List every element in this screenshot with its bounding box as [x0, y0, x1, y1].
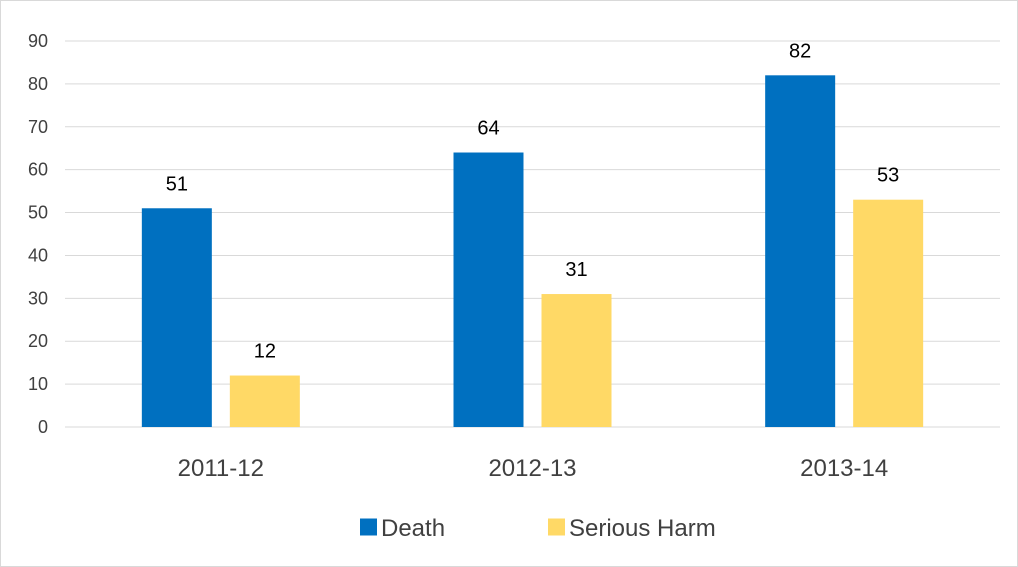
legend-swatch [360, 518, 377, 536]
legend-label: Death [381, 515, 445, 542]
y-tick-label: 0 [38, 417, 48, 437]
y-tick-label: 70 [28, 117, 48, 137]
bar-death-2013-14 [765, 75, 836, 428]
y-tick-label: 60 [28, 160, 48, 180]
bar-serious-harm-2011-12 [229, 375, 300, 427]
bars [141, 75, 924, 428]
bar-serious-harm-2012-13 [541, 294, 612, 427]
data-label: 12 [254, 341, 276, 363]
legend-item-serious-harm: Serious Harm [548, 515, 716, 542]
y-tick-label: 20 [28, 331, 48, 351]
y-tick-label: 40 [28, 245, 48, 265]
bar-death-2011-12 [141, 208, 212, 427]
gridlines [65, 40, 1000, 428]
y-tick-label: 30 [28, 288, 48, 308]
bar-serious-harm-2013-14 [853, 199, 924, 427]
data-label: 31 [565, 259, 587, 281]
data-label: 53 [877, 165, 899, 187]
legend-swatch [548, 518, 565, 536]
data-label: 64 [477, 118, 499, 140]
y-tick-label: 10 [28, 374, 48, 394]
x-category-label: 2012-13 [488, 455, 576, 482]
x-axis-categories: 2011-12 2012-13 2013-14 [178, 455, 889, 482]
legend: Death Serious Harm [360, 515, 716, 542]
legend-item-death: Death [360, 515, 445, 542]
x-category-label: 2013-14 [800, 455, 888, 482]
x-category-label: 2011-12 [178, 455, 264, 482]
y-tick-label: 90 [28, 31, 48, 51]
y-axis-ticks: 0 10 20 30 40 50 60 70 80 90 [28, 31, 48, 437]
y-tick-label: 80 [28, 74, 48, 94]
legend-label: Serious Harm [569, 515, 716, 542]
data-label: 82 [789, 40, 811, 62]
data-label: 51 [166, 173, 188, 195]
y-tick-label: 50 [28, 203, 48, 223]
data-labels: 51 12 64 31 82 53 [166, 40, 900, 362]
bar-death-2012-13 [453, 152, 524, 427]
